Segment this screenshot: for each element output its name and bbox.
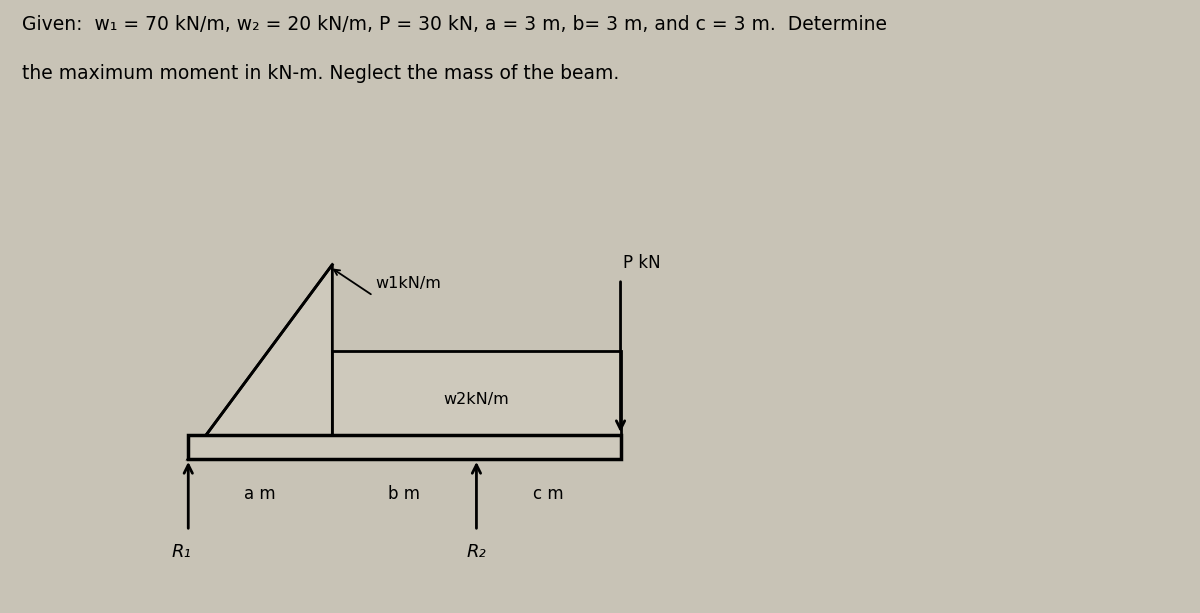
Text: R₁: R₁ xyxy=(172,543,191,561)
Polygon shape xyxy=(188,265,332,459)
Text: Given:  w₁ = 70 kN/m, w₂ = 20 kN/m, P = 30 kN, a = 3 m, b= 3 m, and c = 3 m.  De: Given: w₁ = 70 kN/m, w₂ = 20 kN/m, P = 3… xyxy=(22,15,887,34)
Text: a m: a m xyxy=(245,485,276,503)
Text: c m: c m xyxy=(533,485,564,503)
Text: w2kN/m: w2kN/m xyxy=(444,392,509,406)
Text: b m: b m xyxy=(389,485,420,503)
Polygon shape xyxy=(332,351,620,459)
Text: P kN: P kN xyxy=(623,254,660,272)
Text: R₂: R₂ xyxy=(467,543,486,561)
Text: w1kN/m: w1kN/m xyxy=(376,276,442,291)
Text: the maximum moment in kN-m. Neglect the mass of the beam.: the maximum moment in kN-m. Neglect the … xyxy=(22,64,619,83)
Polygon shape xyxy=(188,435,620,459)
